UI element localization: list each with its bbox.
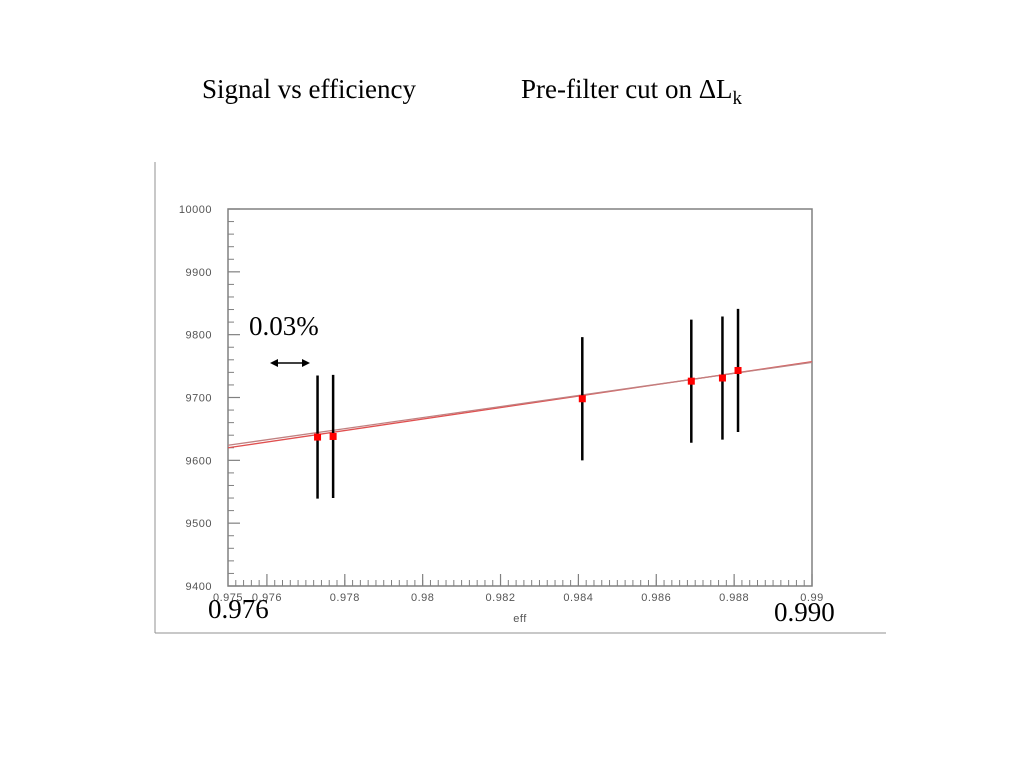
title-right-subscript: k xyxy=(732,88,743,109)
y-tick-label: 9900 xyxy=(186,267,212,279)
y-tick-label: 9400 xyxy=(186,581,212,593)
y-tick-label: 9500 xyxy=(186,518,212,530)
x-tick-label: 0.988 xyxy=(719,592,749,604)
x-tick-label: 0.99 xyxy=(800,592,823,604)
x-tick-label-start: 0.975 xyxy=(213,592,243,604)
x-tick-label: 0.978 xyxy=(330,592,360,604)
x-tick-label: 0.982 xyxy=(486,592,516,604)
y-tick-label: 10000 xyxy=(179,204,212,216)
x-axis-label: eff xyxy=(513,613,527,625)
fit-lines xyxy=(227,361,813,449)
data-marker xyxy=(718,374,726,382)
chart-title-left: Signal vs efficiency xyxy=(202,74,416,104)
x-tick-label: 0.976 xyxy=(252,592,282,604)
y-tick-label: 9700 xyxy=(186,393,212,405)
span-arrow-head-right xyxy=(302,359,310,367)
title-right-main: Pre-filter cut on ΔL xyxy=(521,74,733,104)
data-marker xyxy=(687,377,695,385)
data-marker xyxy=(734,366,742,374)
annotations xyxy=(270,359,310,367)
data-marker xyxy=(329,432,337,440)
span-arrow-head-left xyxy=(270,359,278,367)
x-tick-label: 0.98 xyxy=(411,592,434,604)
chart-axes: 9400 9500 9600 9700 9800 9900 10000 0.976 0.978 0… xyxy=(179,204,823,625)
x-tick-label: 0.986 xyxy=(641,592,671,604)
range-min-label: 0.976 xyxy=(208,594,269,624)
chart-frame xyxy=(154,162,886,634)
span-label: 0.03% xyxy=(249,311,319,341)
plot-area-border xyxy=(227,208,813,587)
x-tick-label: 0.984 xyxy=(563,592,593,604)
data-marker xyxy=(314,433,322,441)
range-max-label: 0.990 xyxy=(774,597,835,627)
data-marker xyxy=(578,395,586,403)
y-tick-label: 9800 xyxy=(186,330,212,342)
data-points xyxy=(314,308,742,499)
fit-line xyxy=(227,361,813,446)
chart-title-right: Pre-filter cut on ΔLk xyxy=(521,74,742,110)
y-tick-label: 9600 xyxy=(186,455,212,467)
